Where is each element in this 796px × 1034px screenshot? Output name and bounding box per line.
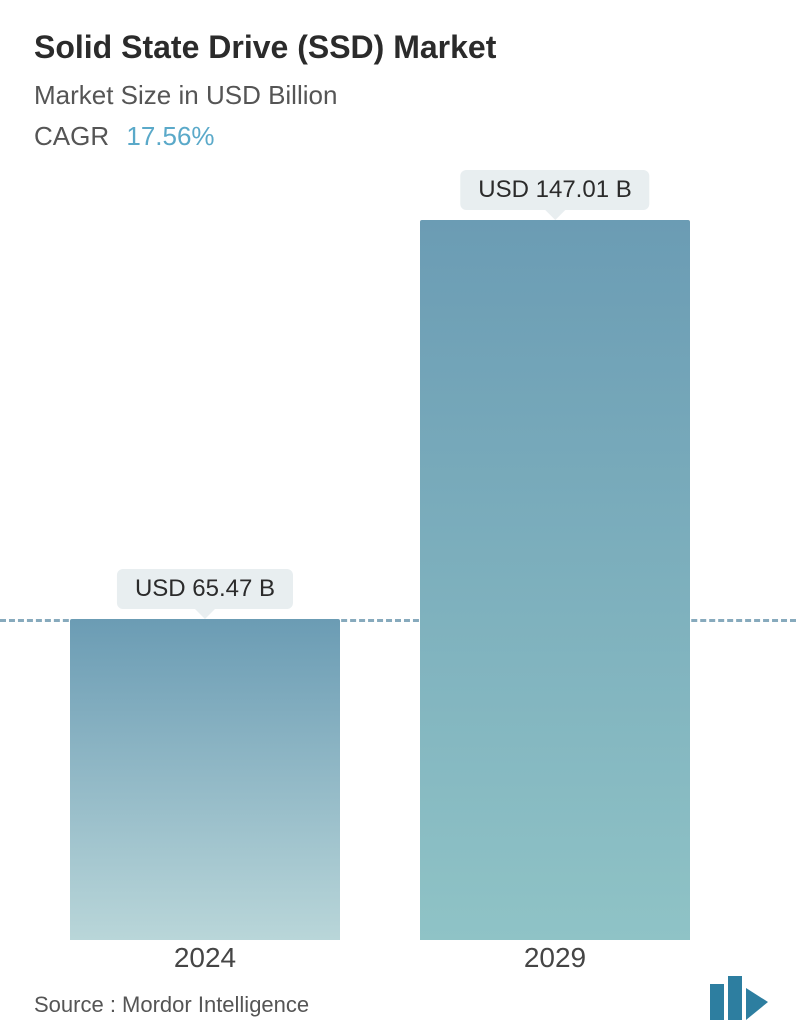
- bars-group: USD 65.47 B USD 147.01 B: [0, 180, 796, 940]
- bar-fill-2024: [70, 619, 340, 940]
- chart-title: Solid State Drive (SSD) Market: [34, 28, 762, 66]
- infographic-container: Solid State Drive (SSD) Market Market Si…: [0, 0, 796, 1034]
- chart-subtitle: Market Size in USD Billion: [34, 80, 762, 111]
- brand-logo-icon: [708, 976, 770, 1020]
- value-pill-2024: USD 65.47 B: [117, 569, 293, 609]
- bar-2024: USD 65.47 B: [70, 619, 340, 940]
- bar-fill-2029: [420, 220, 690, 940]
- value-pill-2029: USD 147.01 B: [460, 170, 649, 210]
- x-label-2029: 2029: [420, 942, 690, 974]
- bar-2029: USD 147.01 B: [420, 220, 690, 940]
- x-label-2024: 2024: [70, 942, 340, 974]
- cagr-label: CAGR: [34, 121, 109, 151]
- cagr-value: 17.56%: [126, 121, 214, 151]
- chart-area: USD 65.47 B USD 147.01 B: [0, 180, 796, 940]
- cagr-row: CAGR 17.56%: [34, 121, 762, 152]
- source-footer: Source : Mordor Intelligence: [34, 992, 309, 1018]
